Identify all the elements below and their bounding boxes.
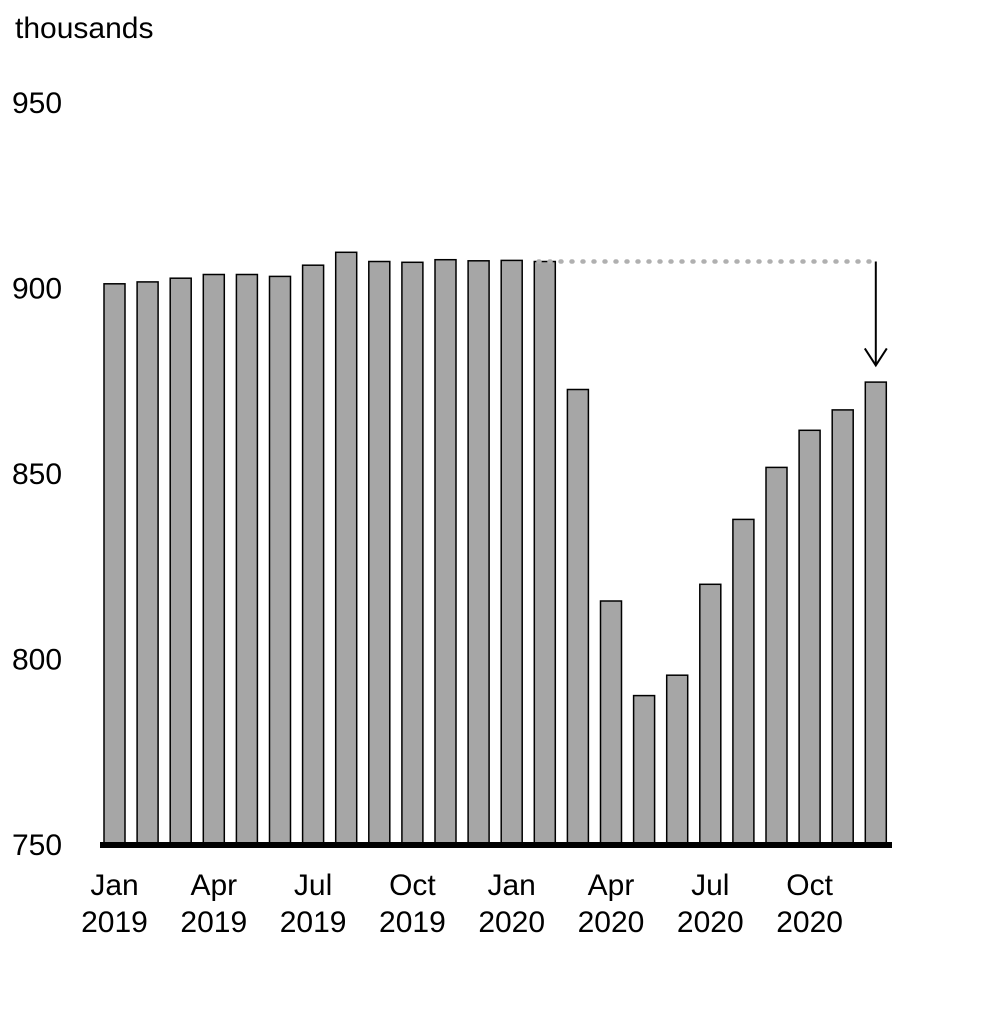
bar bbox=[467, 260, 490, 845]
bar bbox=[599, 600, 623, 845]
x-tick-month-label: Jul bbox=[691, 869, 729, 902]
y-tick-label: 750 bbox=[12, 829, 62, 862]
y-tick-label: 850 bbox=[12, 458, 62, 491]
x-axis-ticks: Jan 2019 Apr 2019 Jul 2019 Oct 2019 Jan 2020 Apr 20… bbox=[81, 869, 843, 939]
bar bbox=[368, 260, 391, 845]
bar bbox=[169, 277, 192, 845]
bar bbox=[202, 273, 226, 845]
x-tick-year-label: 2019 bbox=[81, 906, 148, 939]
bar bbox=[235, 273, 259, 845]
x-tick-month-label: Oct bbox=[389, 869, 436, 902]
bar bbox=[434, 258, 457, 845]
x-tick-month-label: Oct bbox=[786, 869, 833, 902]
x-tick-year-label: 2019 bbox=[280, 906, 347, 939]
bar bbox=[334, 251, 358, 845]
y-tick-label: 950 bbox=[12, 87, 62, 120]
x-tick-year-label: 2020 bbox=[478, 906, 545, 939]
x-tick-year-label: 2019 bbox=[379, 906, 446, 939]
bar bbox=[103, 283, 126, 845]
x-tick-year-label: 2020 bbox=[677, 906, 744, 939]
x-tick-year-label: 2020 bbox=[776, 906, 843, 939]
bar bbox=[301, 264, 325, 845]
x-tick-month-label: Apr bbox=[588, 869, 635, 902]
x-tick-year-label: 2019 bbox=[180, 906, 247, 939]
bar bbox=[732, 518, 755, 845]
bar bbox=[831, 409, 854, 845]
y-unit-label: thousands bbox=[15, 12, 153, 45]
bar bbox=[765, 466, 788, 845]
bar bbox=[401, 261, 424, 845]
bar bbox=[500, 259, 523, 845]
x-tick-month-label: Jan bbox=[90, 869, 138, 902]
reference-line-group bbox=[536, 259, 888, 368]
bar bbox=[665, 674, 689, 845]
bars bbox=[103, 251, 888, 845]
x-tick-month-label: Apr bbox=[190, 869, 237, 902]
y-tick-label: 900 bbox=[12, 273, 62, 306]
bar bbox=[798, 429, 821, 845]
bar bbox=[699, 583, 722, 845]
bar bbox=[566, 388, 590, 845]
x-tick-month-label: Jan bbox=[488, 869, 536, 902]
y-axis-ticks: 950 900 850 800 750 bbox=[12, 87, 62, 862]
bar bbox=[864, 381, 888, 845]
bar bbox=[268, 275, 292, 845]
bar bbox=[632, 694, 656, 845]
x-tick-month-label: Jul bbox=[294, 869, 332, 902]
arrow-head bbox=[863, 347, 888, 368]
bar bbox=[136, 281, 159, 845]
y-tick-label: 800 bbox=[12, 644, 62, 677]
bar bbox=[533, 260, 557, 845]
x-tick-year-label: 2020 bbox=[578, 906, 645, 939]
